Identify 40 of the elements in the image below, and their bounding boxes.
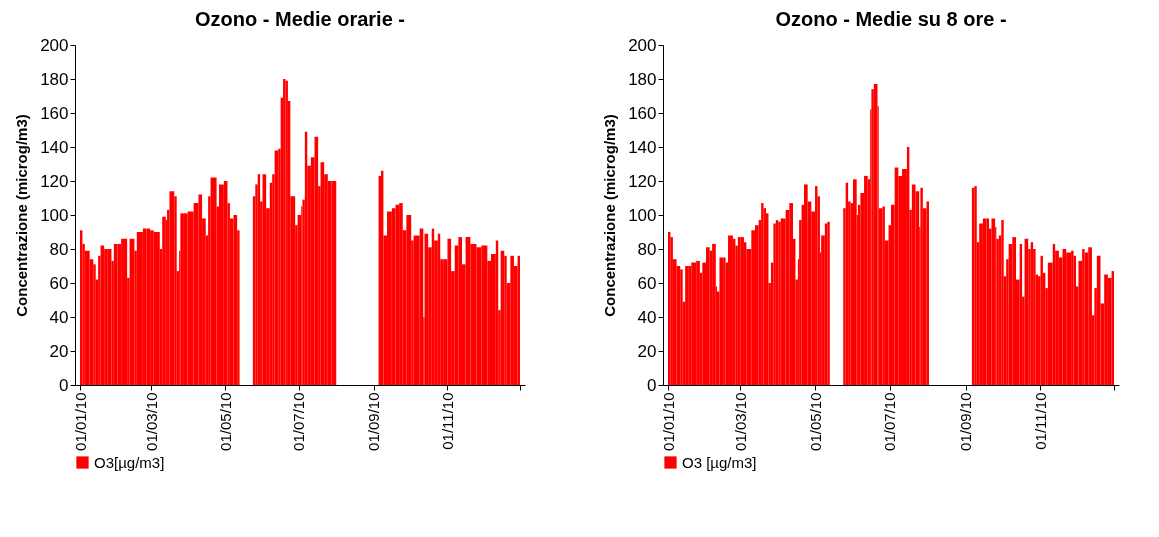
y-tick-label: 40 xyxy=(637,307,657,327)
y-tick-label: 200 xyxy=(40,35,69,55)
legend-label: O3[µg/m3] xyxy=(94,453,165,471)
x-tick-label: 01/05/10 xyxy=(216,392,234,451)
y-tick-label: 60 xyxy=(49,273,69,293)
x-tick-label: 01/03/10 xyxy=(142,392,160,451)
y-tick-label: 120 xyxy=(628,171,657,191)
x-tick-label: 01/07/10 xyxy=(290,392,308,451)
chart-title: Ozono - Medie orarie - xyxy=(194,8,406,30)
legend-label: O3 [µg/m3] xyxy=(682,453,757,471)
y-tick-label: 20 xyxy=(637,341,657,361)
y-tick-label: 40 xyxy=(49,307,69,327)
y-tick-label: 120 xyxy=(40,171,69,191)
x-tick-label: 01/01/10 xyxy=(71,392,89,451)
x-tick-label: 01/09/10 xyxy=(957,392,975,451)
y-tick-label: 20 xyxy=(49,341,69,361)
chart-title: Ozono - Medie su 8 ore - xyxy=(775,8,1007,30)
y-tick-label: 160 xyxy=(628,103,657,123)
y-tick-label: 60 xyxy=(637,273,657,293)
x-tick-label: 01/09/10 xyxy=(365,392,383,451)
y-tick-label: 160 xyxy=(40,103,69,123)
y-axis-title: Concentrazione (microg/m3) xyxy=(601,114,619,317)
y-tick-label: 80 xyxy=(49,239,69,259)
y-tick-label: 140 xyxy=(40,137,69,157)
y-tick-label: 80 xyxy=(637,239,657,259)
x-tick-label: 01/07/10 xyxy=(881,392,899,451)
x-tick-label: 01/11/10 xyxy=(1031,392,1049,450)
y-tick-label: 100 xyxy=(628,205,657,225)
y-tick-label: 100 xyxy=(40,205,69,225)
y-tick-label: 200 xyxy=(628,35,657,55)
x-tick-label: 01/03/10 xyxy=(731,392,749,451)
y-tick-label: 180 xyxy=(628,69,657,89)
x-tick-label: 01/05/10 xyxy=(806,392,824,451)
y-tick-label: 0 xyxy=(647,375,657,395)
y-tick-label: 0 xyxy=(59,375,69,395)
y-tick-label: 140 xyxy=(628,137,657,157)
y-tick-label: 180 xyxy=(40,69,69,89)
y-axis-title: Concentrazione (microg/m3) xyxy=(13,114,31,317)
x-tick-label: 01/01/10 xyxy=(659,392,677,451)
x-tick-label: 01/11/10 xyxy=(438,392,456,450)
